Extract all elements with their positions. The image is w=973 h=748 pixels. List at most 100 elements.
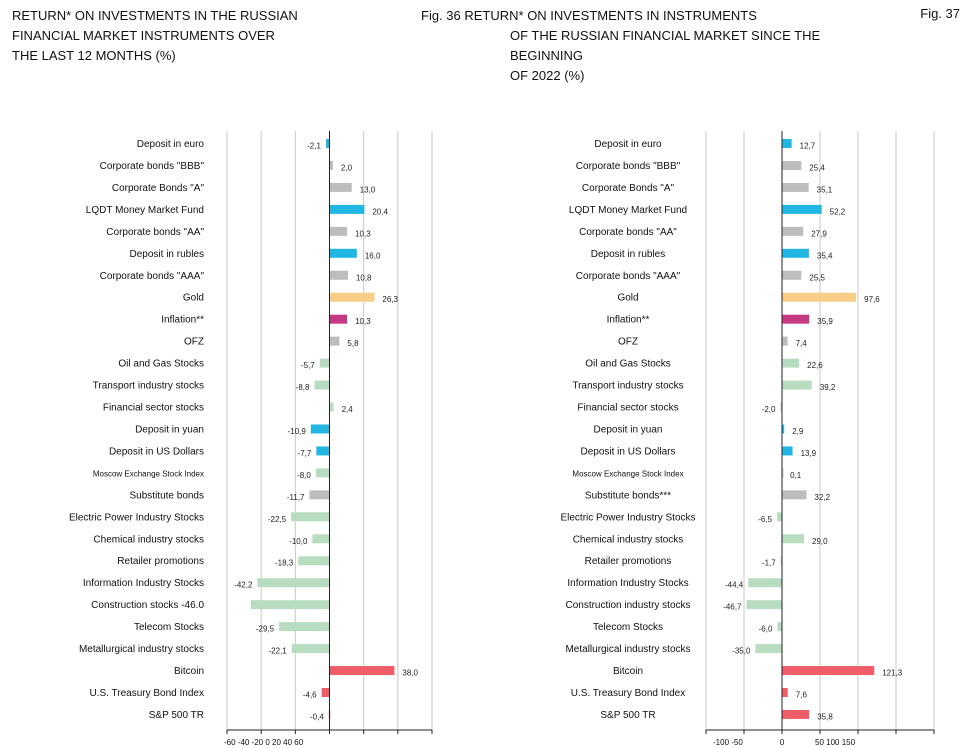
left-category-label: Substitute bonds xyxy=(130,490,205,501)
right-category-label: LQDT Money Market Fund xyxy=(569,205,687,216)
right-bar xyxy=(755,644,782,654)
right-category-label: Information Industry Stocks xyxy=(567,578,688,589)
right-value-label: 35,8 xyxy=(817,712,833,721)
left-category-label: Moscow Exchange Stock Index xyxy=(93,469,204,478)
right-category-label: Financial sector stocks xyxy=(577,403,678,414)
left-category-label: Corporate Bonds "A" xyxy=(112,183,205,194)
right-bar xyxy=(777,512,782,522)
left-value-label: -29,5 xyxy=(256,625,275,634)
right-category-label: Telecom Stocks xyxy=(593,622,663,633)
right-bar xyxy=(746,600,782,610)
left-value-label: -7,7 xyxy=(298,449,312,458)
left-value-label: -8,8 xyxy=(296,383,310,392)
left-value-label: -2,1 xyxy=(307,142,321,151)
right-value-label: 27,9 xyxy=(811,229,827,238)
left-bar xyxy=(329,314,348,324)
left-value-label: -18,3 xyxy=(275,559,294,568)
right-category-label: Inflation** xyxy=(607,315,650,326)
left-bar xyxy=(316,446,330,456)
right-x-tick-label: 0 xyxy=(780,738,785,747)
left-bar xyxy=(329,270,348,280)
right-title-line-3: BEGINNING xyxy=(510,48,583,63)
right-category-label: S&P 500 TR xyxy=(600,710,655,721)
left-category-label: OFZ xyxy=(184,337,204,348)
left-category-label: S&P 500 TR xyxy=(149,710,204,721)
left-category-label: Corporate bonds "BBB" xyxy=(100,161,205,172)
right-bar xyxy=(782,446,793,456)
right-category-label: Metallurgical industry stocks xyxy=(565,644,690,655)
right-category-label: U.S. Treasury Bond Index xyxy=(571,688,686,699)
right-bar xyxy=(782,204,822,214)
left-value-label: -10,0 xyxy=(289,537,308,546)
left-chart: Deposit in euro -2,1 Corporate bonds "BBB"… xyxy=(69,131,433,747)
right-title-line-4: OF 2022 (%) xyxy=(510,68,585,83)
left-category-label: Telecom Stocks xyxy=(134,622,204,633)
left-category-label: Information Industry Stocks xyxy=(83,578,204,589)
left-value-label: 2,4 xyxy=(342,405,354,414)
left-category-label: Inflation** xyxy=(161,315,204,326)
right-value-label: 39,2 xyxy=(820,383,836,392)
right-value-label: -2,0 xyxy=(762,405,776,414)
right-bar xyxy=(782,688,788,697)
left-value-label: 10,8 xyxy=(356,273,372,282)
right-value-label: 7,4 xyxy=(796,339,808,348)
right-value-label: 35,4 xyxy=(817,251,833,260)
figure-number: Fig. 37 xyxy=(920,6,960,21)
right-category-label: Corporate bonds "BBB" xyxy=(576,161,681,172)
left-value-label: 10,3 xyxy=(355,317,371,326)
left-bar xyxy=(319,358,330,368)
right-category-label: Corporate bonds "AAA" xyxy=(576,271,681,282)
left-bar xyxy=(315,468,330,478)
right-value-label: 97,6 xyxy=(864,295,880,304)
left-value-label: 26,3 xyxy=(382,295,398,304)
right-bar xyxy=(782,292,857,302)
right-bar xyxy=(782,490,807,500)
right-category-label: Retailer promotions xyxy=(585,556,672,567)
left-category-label: Deposit in yuan xyxy=(135,424,204,435)
right-bar xyxy=(782,139,792,148)
left-bar xyxy=(312,534,330,544)
left-category-label: U.S. Treasury Bond Index xyxy=(89,688,204,699)
right-category-label: Bitcoin xyxy=(613,666,643,677)
right-bar xyxy=(782,666,875,676)
right-value-label: 29,0 xyxy=(812,537,828,546)
right-value-label: 35,1 xyxy=(817,185,833,194)
left-title-line-1: RETURN* ON INVESTMENTS IN THE RUSSIAN xyxy=(12,8,298,23)
right-bar xyxy=(782,709,810,719)
left-x-tick-labels: -60 -40 -20 0 20 40 60 xyxy=(224,738,304,747)
left-bar xyxy=(310,424,330,434)
left-value-label: -22,5 xyxy=(268,515,287,524)
right-category-label: Construction industry stocks xyxy=(565,600,690,611)
right-bar xyxy=(782,380,812,390)
right-value-label: -6,0 xyxy=(759,625,773,634)
right-bar xyxy=(782,182,809,192)
left-bar xyxy=(291,512,330,522)
right-category-label: Deposit in yuan xyxy=(594,424,663,435)
left-title-line-2: FINANCIAL MARKET INSTRUMENTS OVER xyxy=(12,28,275,43)
left-category-label: Deposit in rubles xyxy=(130,249,204,260)
right-value-label: 0,1 xyxy=(790,471,802,480)
left-category-label: Retailer promotions xyxy=(117,556,204,567)
right-value-label: 7,6 xyxy=(796,691,808,700)
left-value-label: -8,0 xyxy=(297,471,311,480)
left-category-label: Transport industry stocks xyxy=(93,381,204,392)
left-bar xyxy=(279,622,330,632)
left-bar xyxy=(298,556,330,566)
right-category-label: Gold xyxy=(617,293,638,304)
left-category-label: Bitcoin xyxy=(174,666,204,677)
right-bar xyxy=(780,402,782,412)
right-value-label: -35,0 xyxy=(732,647,751,656)
right-category-label: Substitute bonds*** xyxy=(585,490,671,501)
left-bar xyxy=(250,600,330,610)
right-category-label: Corporate Bonds "A" xyxy=(582,183,675,194)
right-value-label: 52,2 xyxy=(830,207,846,216)
right-chart: Deposit in euro 12,7 Corporate bonds "BBB"… xyxy=(560,131,935,747)
right-bar xyxy=(782,314,810,324)
left-category-label: Chemical industry stocks xyxy=(93,534,204,545)
left-bar xyxy=(329,336,340,346)
right-value-label: 25,5 xyxy=(809,273,825,282)
left-category-label: Financial sector stocks xyxy=(103,403,204,414)
left-category-label: Construction stocks -46.0 xyxy=(91,600,204,611)
right-category-label: Corporate bonds "AA" xyxy=(579,227,677,238)
